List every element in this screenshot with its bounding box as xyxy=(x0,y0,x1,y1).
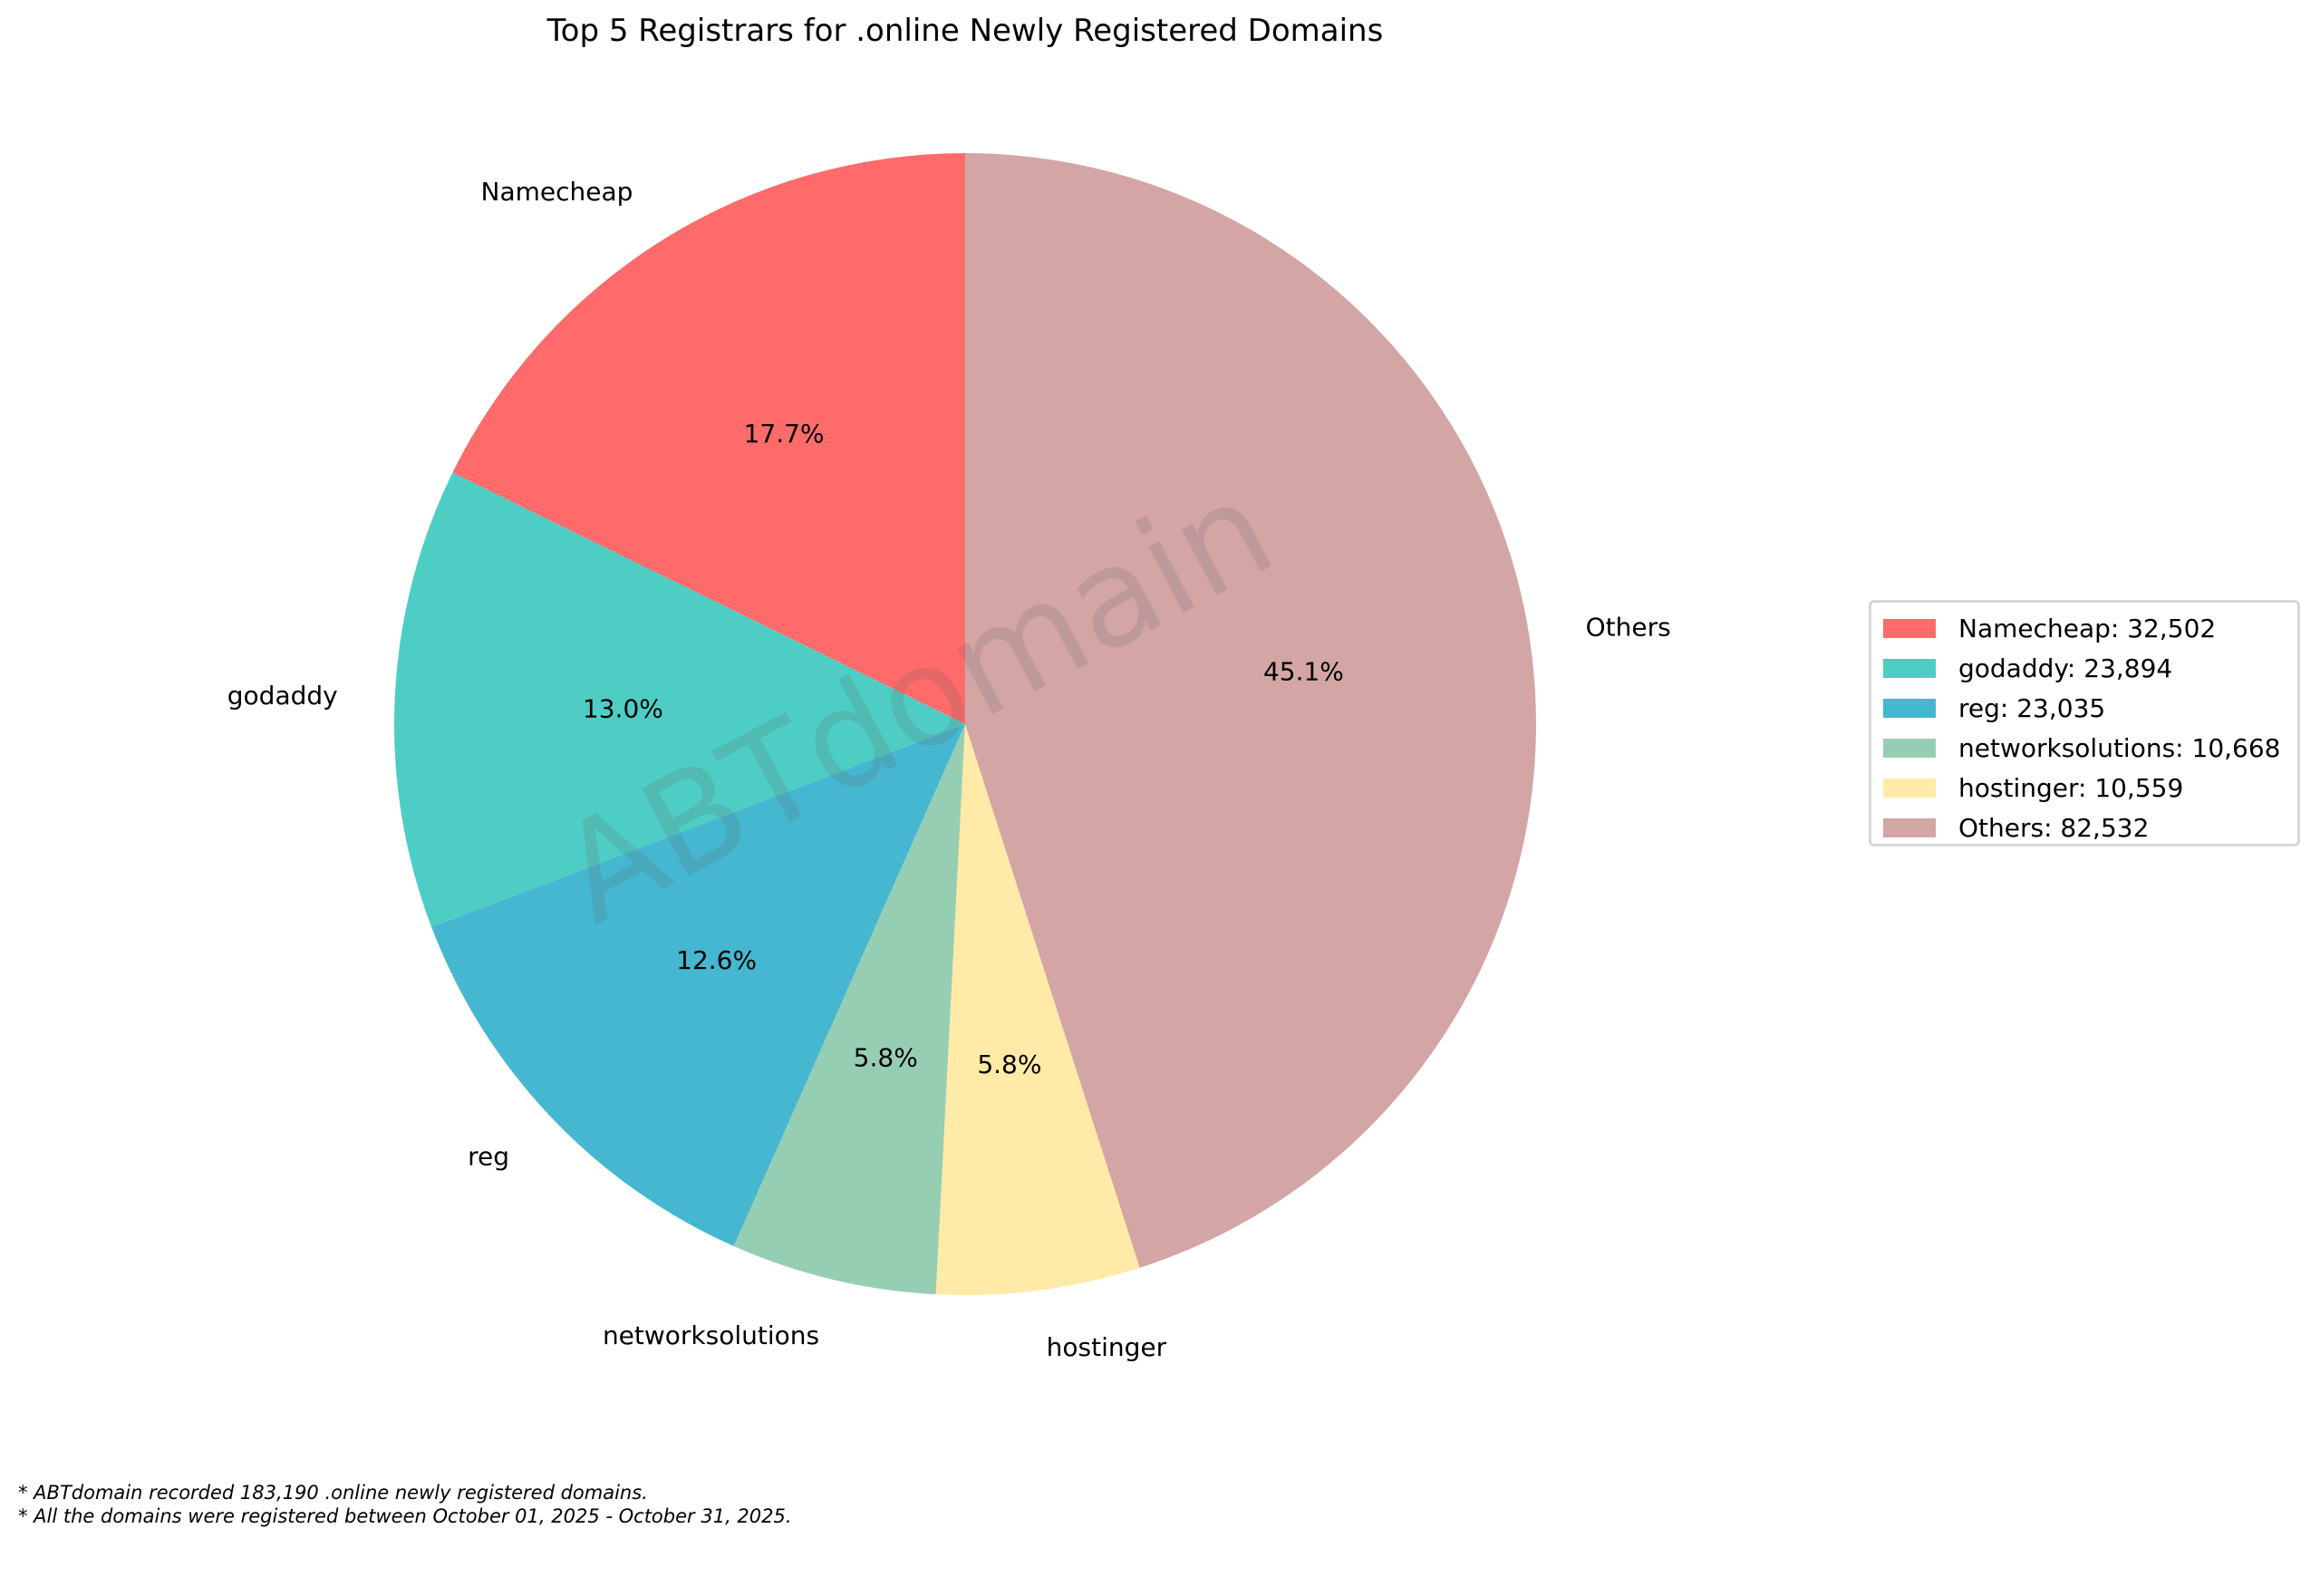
footnote-total: * ABTdomain recorded 183,190 .online new… xyxy=(18,1482,648,1504)
pie-wedge-hostinger xyxy=(935,724,1140,1296)
legend-item: networksolutions: 10,668 xyxy=(1880,728,2297,768)
legend-item: hostinger: 10,559 xyxy=(1880,768,2297,808)
footnote-date-range: * All the domains were registered betwee… xyxy=(18,1505,792,1527)
footnotes: * ABTdomain recorded 183,190 .online new… xyxy=(18,1481,792,1528)
percent-label: 5.8% xyxy=(977,1049,1041,1079)
legend-swatch xyxy=(1883,817,1936,837)
category-label: reg xyxy=(468,1142,509,1172)
legend-item: reg: 23,035 xyxy=(1880,688,2297,728)
pie-wedges xyxy=(394,153,1537,1296)
legend-item: godaddy: 23,894 xyxy=(1880,648,2297,688)
percent-label: 5.8% xyxy=(854,1043,918,1073)
legend: Namecheap: 32,502 godaddy: 23,894 reg: 2… xyxy=(1869,600,2300,846)
category-label: godaddy xyxy=(227,681,338,711)
legend-swatch xyxy=(1883,658,1936,678)
legend-label: Namecheap: 32,502 xyxy=(1958,613,2217,643)
chart-title: Top 5 Registrars for .online Newly Regis… xyxy=(546,13,1384,49)
pie-wedge-namecheap xyxy=(452,153,965,724)
legend-swatch xyxy=(1883,698,1936,718)
legend-swatch xyxy=(1883,778,1936,798)
legend-label: networksolutions: 10,668 xyxy=(1958,732,2281,763)
percent-label: 12.6% xyxy=(676,945,757,975)
legend-swatch xyxy=(1883,618,1936,638)
category-label: Others xyxy=(1586,613,1671,643)
percent-label: 45.1% xyxy=(1263,656,1344,686)
category-label: Namecheap xyxy=(481,177,633,207)
legend-item: Namecheap: 32,502 xyxy=(1880,608,2297,648)
pie-labels: 17.7% Namecheap 13.0% godaddy 12.6% reg 5.8% ne… xyxy=(227,177,1671,1362)
pie-wedge-reg xyxy=(431,724,965,1246)
legend-label: hostinger: 10,559 xyxy=(1958,772,2184,803)
pie-wedge-networksolutions xyxy=(733,724,965,1295)
category-label: hostinger xyxy=(1047,1332,1167,1362)
category-label: networksolutions xyxy=(603,1320,819,1350)
percent-label: 17.7% xyxy=(744,419,825,449)
legend-swatch xyxy=(1883,738,1936,758)
pie-wedge-godaddy xyxy=(394,472,966,928)
legend-label: godaddy: 23,894 xyxy=(1958,653,2173,683)
legend-label: reg: 23,035 xyxy=(1958,692,2106,723)
legend-item: Others: 82,532 xyxy=(1880,808,2297,847)
legend-label: Others: 82,532 xyxy=(1958,812,2150,843)
percent-label: 13.0% xyxy=(583,694,663,724)
pie-wedge-others xyxy=(965,153,1537,1268)
